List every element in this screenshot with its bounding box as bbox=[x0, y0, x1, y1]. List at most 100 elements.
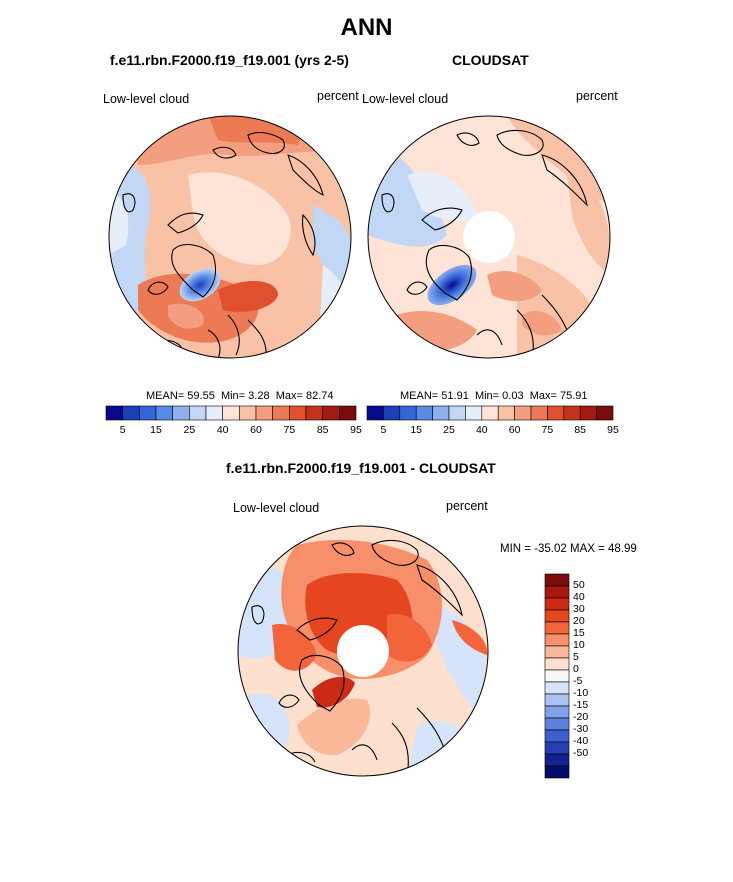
left-colorbar-swatch bbox=[272, 405, 290, 421]
right-colorbar-tick-label: 75 bbox=[541, 424, 554, 436]
right-colorbar-swatch bbox=[399, 405, 417, 421]
left-colorbar-tick-label: 5 bbox=[119, 424, 126, 436]
left-colorbar-swatch bbox=[189, 405, 207, 421]
diff-colorbar-swatch bbox=[544, 693, 570, 707]
right-mean-value: 51.91 bbox=[441, 390, 469, 402]
diff-colorbar-tick-label: 40 bbox=[573, 591, 585, 603]
left-colorbar-swatch bbox=[155, 405, 173, 421]
diff-colorbar-tick-label: 50 bbox=[573, 579, 585, 591]
diff-colorbar-swatch bbox=[544, 765, 570, 779]
right-colorbar-tick-label: 60 bbox=[508, 424, 521, 436]
right-colorbar-swatch bbox=[547, 405, 565, 421]
diff-colorbar-swatch bbox=[544, 573, 570, 587]
diff-colorbar-swatch bbox=[544, 597, 570, 611]
left-panel-title: f.e11.rbn.F2000.f19_f19.001 (yrs 2-5) bbox=[110, 52, 349, 68]
right-stats: MEAN= 51.91 Min= 0.03 Max= 75.91 bbox=[400, 390, 588, 402]
right-colorbar-swatch bbox=[415, 405, 433, 421]
right-colorbar-tick-label: 5 bbox=[380, 424, 387, 436]
diff-colorbar-swatch bbox=[544, 741, 570, 755]
diff-colorbar-swatch bbox=[544, 705, 570, 719]
left-max-value: 82.74 bbox=[305, 390, 334, 402]
left-mean-label: MEAN= bbox=[146, 390, 185, 402]
diff-colorbar-swatch bbox=[544, 633, 570, 647]
right-colorbar-swatch bbox=[465, 405, 483, 421]
left-colorbar-swatch bbox=[239, 405, 257, 421]
right-colorbar-swatch bbox=[514, 405, 532, 421]
diff-colorbar-tick-label: -20 bbox=[573, 711, 589, 723]
right-max-value: 75.91 bbox=[559, 390, 588, 402]
right-colorbar bbox=[366, 405, 614, 421]
diff-colorbar-tick-label: 30 bbox=[573, 603, 585, 615]
diff-colorbar-swatch bbox=[544, 585, 570, 599]
diff-colorbar-tick-label: -5 bbox=[573, 675, 583, 687]
right-colorbar-swatch bbox=[579, 405, 597, 421]
left-colorbar-tick-label: 40 bbox=[216, 424, 229, 436]
right-colorbar-swatch bbox=[481, 405, 499, 421]
right-colorbar-swatch bbox=[383, 405, 401, 421]
diff-colorbar-tick-label: 0 bbox=[573, 663, 579, 675]
right-var-label: Low-level cloud bbox=[362, 92, 449, 106]
right-max-label: Max= bbox=[529, 390, 557, 402]
left-colorbar-tick-label: 75 bbox=[283, 424, 296, 436]
left-colorbar-tick-label: 95 bbox=[350, 424, 362, 436]
diff-colorbar-tick-label: 10 bbox=[573, 639, 585, 651]
diff-colorbar bbox=[544, 573, 570, 779]
diff-colorbar-swatch bbox=[544, 729, 570, 743]
diff-colorbar-swatch bbox=[544, 681, 570, 695]
diff-polar-map bbox=[237, 525, 489, 777]
left-colorbar-swatch bbox=[105, 405, 123, 421]
right-panel-title: CLOUDSAT bbox=[452, 52, 529, 68]
diff-panel-title: f.e11.rbn.F2000.f19_f19.001 - CLOUDSAT bbox=[226, 460, 496, 476]
right-colorbar-tick-label: 25 bbox=[443, 424, 455, 436]
left-colorbar bbox=[105, 405, 357, 421]
diff-colorbar-tick-label: -40 bbox=[573, 735, 589, 747]
left-colorbar-swatch bbox=[222, 405, 240, 421]
diff-units-label: percent bbox=[446, 499, 488, 513]
right-colorbar-swatch bbox=[497, 405, 515, 421]
right-mean-label: MEAN= bbox=[400, 390, 439, 402]
diff-colorbar-tick-label: -10 bbox=[573, 687, 589, 699]
left-max-label: Max= bbox=[275, 390, 303, 402]
diff-colorbar-swatch bbox=[544, 621, 570, 635]
diff-colorbar-swatch bbox=[544, 717, 570, 731]
right-colorbar-tick-label: 85 bbox=[574, 424, 587, 436]
left-colorbar-tick-label: 15 bbox=[150, 424, 162, 436]
diff-colorbar-swatch bbox=[544, 657, 570, 671]
diff-var-label: Low-level cloud bbox=[233, 501, 320, 515]
right-colorbar-swatch bbox=[530, 405, 548, 421]
left-polar-map bbox=[108, 115, 352, 359]
right-colorbar-swatch bbox=[448, 405, 466, 421]
left-colorbar-swatch bbox=[305, 405, 323, 421]
right-min-label: Min= bbox=[474, 390, 500, 402]
right-units-label: percent bbox=[576, 89, 618, 103]
left-colorbar-swatch bbox=[205, 405, 223, 421]
left-colorbar-swatch bbox=[289, 405, 307, 421]
diff-colorbar-tick-label: 5 bbox=[573, 651, 579, 663]
main-title: ANN bbox=[340, 14, 393, 41]
diff-colorbar-swatch bbox=[544, 645, 570, 659]
left-colorbar-tick-label: 60 bbox=[250, 424, 262, 436]
left-colorbar-tick-label: 25 bbox=[183, 424, 196, 436]
left-min-value: 3.28 bbox=[248, 390, 270, 402]
right-colorbar-swatch bbox=[596, 405, 614, 421]
left-colorbar-swatch bbox=[339, 405, 357, 421]
left-var-label: Low-level cloud bbox=[103, 92, 190, 106]
left-colorbar-swatch bbox=[139, 405, 157, 421]
left-colorbar-swatch bbox=[172, 405, 190, 421]
diff-colorbar-tick-label: -30 bbox=[573, 723, 589, 735]
diff-minmax: MIN = -35.02 MAX = 48.99 bbox=[500, 543, 637, 555]
right-colorbar-tick-label: 15 bbox=[410, 424, 423, 436]
right-colorbar-swatch bbox=[563, 405, 581, 421]
diff-colorbar-tick-label: 20 bbox=[573, 615, 585, 627]
diff-colorbar-tick-label: -15 bbox=[573, 699, 589, 711]
left-colorbar-tick-label: 85 bbox=[316, 424, 329, 436]
left-colorbar-swatch bbox=[322, 405, 340, 421]
right-min-value: 0.03 bbox=[502, 390, 524, 402]
diff-colorbar-swatch bbox=[544, 753, 570, 767]
left-stats: MEAN= 59.55 Min= 3.28 Max= 82.74 bbox=[146, 390, 334, 402]
diff-colorbar-swatch bbox=[544, 609, 570, 623]
diff-colorbar-swatch bbox=[544, 669, 570, 683]
right-colorbar-swatch bbox=[432, 405, 450, 421]
diff-colorbar-tick-label: -50 bbox=[573, 747, 589, 759]
right-colorbar-tick-label: 95 bbox=[607, 424, 619, 436]
